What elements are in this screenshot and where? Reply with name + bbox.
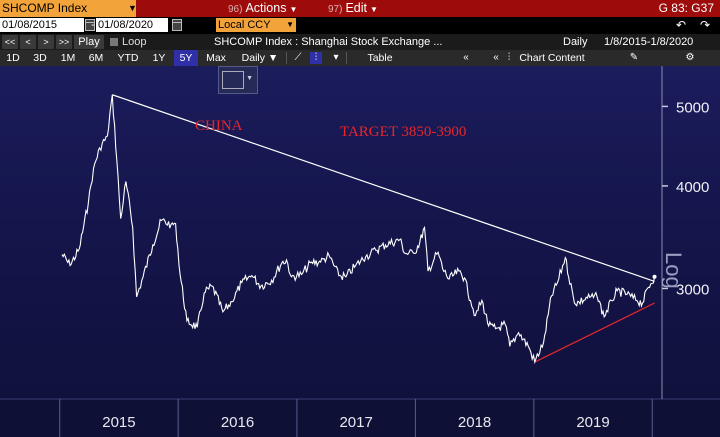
y-tick-label: 5000	[676, 99, 709, 116]
chevron-down-icon: ▼	[246, 75, 253, 82]
period-3d[interactable]: 3D	[33, 52, 47, 64]
actions-shortcut: 96)	[228, 4, 243, 15]
start-date-field[interactable]: 01/08/2015	[0, 18, 84, 32]
first-button[interactable]: <<	[2, 35, 18, 49]
period-toolbar: 1D 3D 1M 6M YTD 1Y 5Y Max Daily ▼ ⟋ ⫶ ▾ …	[0, 50, 720, 66]
page-reference: G 83: G37	[658, 1, 714, 15]
period-max[interactable]: Max	[206, 52, 226, 64]
x-tick-label: 2015	[102, 414, 135, 431]
calendar-icon[interactable]	[172, 19, 182, 31]
actions-label: Actions	[245, 1, 287, 15]
ticker-dropdown-icon[interactable]: ▼	[128, 3, 137, 13]
redo-icon[interactable]: ↷	[700, 18, 711, 32]
date-separator: -	[91, 19, 95, 31]
frequency-select[interactable]: Daily ▼	[241, 52, 279, 64]
resistance-trendline	[112, 94, 655, 282]
next-button[interactable]: >	[38, 35, 54, 49]
price-chart[interactable]: 2015 2016 2017 2018 2019 3000 4000 5000 CHINA TAR…	[0, 66, 720, 437]
ticker-field[interactable]: SHCOMP Index	[0, 0, 136, 17]
chevron-down-icon: ▼	[286, 20, 294, 29]
y-tick-label: 4000	[676, 179, 709, 196]
collapse-right-icon[interactable]: «	[493, 52, 499, 63]
previous-button[interactable]: <	[20, 35, 36, 49]
navigation-bar: << < > >> Play Loop SHCOMP Index : Shang…	[0, 34, 720, 50]
range-bar: 01/08/2015 - 01/08/2020 Local CCY ▼ ↶ ↷	[0, 17, 720, 34]
table-button[interactable]: Table	[367, 52, 393, 64]
x-tick-label: 2016	[221, 414, 254, 431]
actions-menu-button[interactable]: 96) Actions ▼	[228, 0, 297, 17]
gear-icon[interactable]: ⚙	[685, 52, 695, 63]
annotation-target: TARGET 3850-3900	[340, 124, 466, 140]
chart-title: SHCOMP Index : Shanghai Stock Exchange .…	[214, 36, 443, 48]
y-tick-label: 3000	[676, 281, 709, 298]
toolbar-divider	[286, 52, 287, 64]
chart-content-icon[interactable]: ⫶	[507, 52, 511, 63]
annotation-china: CHINA	[195, 118, 243, 134]
chevron-down-icon: ▼	[289, 5, 298, 14]
line-chart-icon	[222, 71, 244, 89]
line-chart-icon[interactable]: ⟋	[294, 52, 302, 63]
x-tick-label: 2019	[576, 414, 609, 431]
period-1m[interactable]: 1M	[60, 52, 76, 64]
last-button[interactable]: >>	[56, 35, 72, 49]
title-bar: SHCOMP Index ▼ 96) Actions ▼ 97) Edit ▼ G 83…	[0, 0, 720, 17]
bar-chart-icon[interactable]: ⫶	[310, 52, 322, 64]
edit-icon[interactable]: ✎	[629, 52, 639, 63]
currency-value: Local CCY	[218, 19, 271, 31]
collapse-left-icon[interactable]: «	[463, 52, 469, 63]
support-trendline	[534, 302, 655, 363]
last-price-marker	[652, 274, 657, 279]
ticker-value: SHCOMP Index	[2, 1, 88, 15]
edit-label: Edit	[345, 1, 367, 15]
period-1d[interactable]: 1D	[6, 52, 20, 64]
menu-down-icon[interactable]: ▾	[333, 52, 339, 63]
toolbar-divider	[346, 52, 347, 64]
loop-label: Loop	[122, 36, 147, 48]
period-6m[interactable]: 6M	[88, 52, 104, 64]
calendar-icon[interactable]	[85, 19, 95, 31]
edit-shortcut: 97)	[328, 4, 343, 15]
chart-content-button[interactable]: Chart Content	[519, 52, 585, 64]
end-date-field[interactable]: 01/08/2020	[96, 18, 168, 32]
undo-icon[interactable]: ↶	[676, 18, 687, 32]
date-range-label: 1/8/2015-1/8/2020	[604, 36, 694, 48]
play-button[interactable]: Play	[74, 35, 104, 49]
chart-panel[interactable]: 2015 2016 2017 2018 2019 3000 4000 5000 CHINA TAR…	[0, 66, 720, 437]
period-5y[interactable]: 5Y	[174, 50, 198, 66]
price-series-line	[61, 94, 656, 365]
period-1y[interactable]: 1Y	[152, 52, 166, 64]
period-ytd[interactable]: YTD	[117, 52, 139, 64]
y-axis-scale-label: Log	[661, 252, 686, 289]
x-axis-band	[0, 399, 720, 437]
chevron-down-icon: ▼	[370, 5, 378, 14]
frequency-label: Daily	[563, 36, 588, 48]
x-tick-label: 2018	[458, 414, 491, 431]
currency-select[interactable]: Local CCY ▼	[216, 18, 296, 32]
edit-menu-button[interactable]: 97) Edit ▼	[328, 0, 378, 17]
x-tick-label: 2017	[339, 414, 372, 431]
chart-type-selector[interactable]: ▼	[218, 66, 258, 94]
loop-checkbox[interactable]	[110, 38, 118, 46]
